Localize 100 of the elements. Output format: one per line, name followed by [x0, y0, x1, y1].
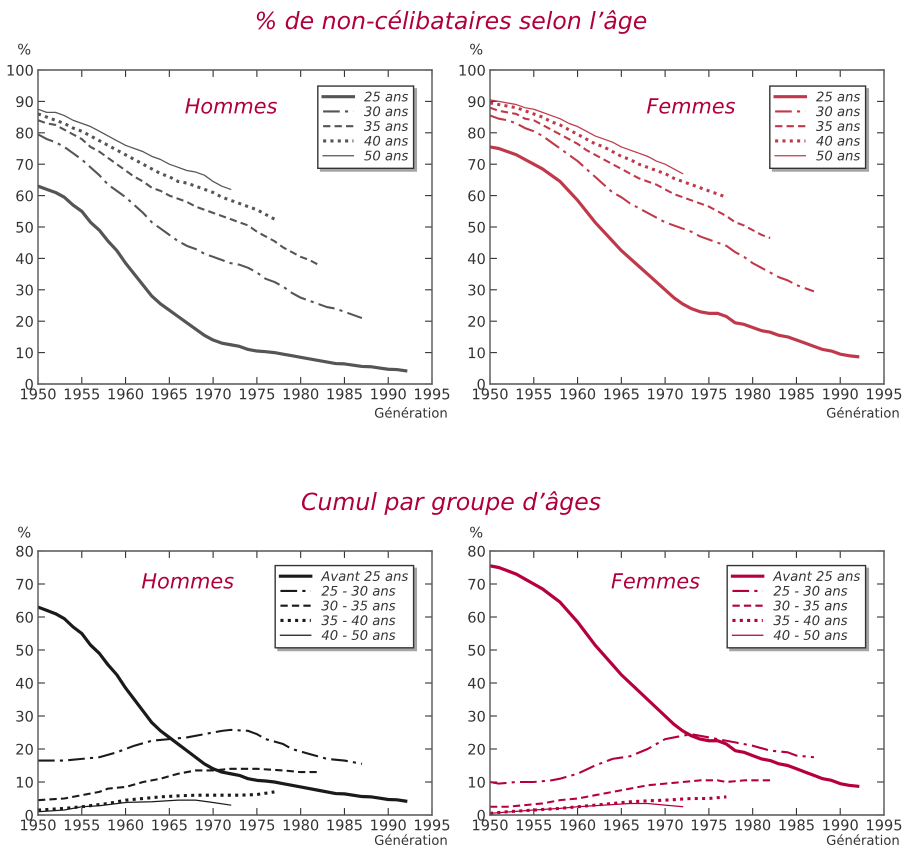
legend-label: Avant 25 ans	[320, 571, 408, 582]
annotation: Hommes	[185, 98, 277, 114]
y-tick-label: 60	[468, 190, 485, 202]
x-tick-label: 1975	[240, 388, 274, 400]
legend-label: Avant 25 ans	[772, 571, 860, 582]
legend-label: 25 - 30 ans	[321, 586, 396, 596]
line-series	[490, 779, 772, 808]
y-tick-label: 30	[468, 710, 485, 722]
annotation: Femmes	[646, 98, 736, 114]
x-tick-label: 1990	[371, 388, 406, 400]
y-tick-label: 0	[26, 810, 33, 821]
y-tick-label: 20	[16, 316, 33, 327]
x-tick-label: 1960	[560, 819, 596, 830]
x-tick-label: 1985	[779, 819, 814, 830]
legend-label: 35 - 40 ans	[321, 615, 396, 626]
x-tick-label: 1980	[284, 388, 318, 400]
legend-label: 50 ans	[364, 150, 408, 161]
y-tick-label: 20	[468, 316, 485, 327]
x-tick-label: 1990	[823, 819, 858, 830]
y-tick-label: 50	[468, 222, 485, 233]
y-tick-label: 90	[16, 96, 33, 108]
y-tick-label: 40	[16, 678, 33, 689]
legend-label: 35 ans	[816, 121, 860, 132]
legend-label: 40 ans	[364, 136, 408, 146]
legend-label: 40 - 50 ans	[322, 630, 396, 640]
legend-label: 35 ans	[364, 121, 408, 132]
x-tick-label: 1950	[21, 388, 56, 400]
x-tick-label: 1955	[516, 388, 552, 400]
y-tick-label: 70	[16, 578, 33, 590]
x-tick-label: 1980	[736, 388, 770, 400]
legend-label: 25 - 30 ans	[773, 586, 848, 596]
y-tick-label: 40	[16, 253, 33, 264]
y-tick-label: 100	[460, 64, 485, 76]
x-tick-label: 1950	[21, 819, 56, 830]
y-tick-label: 80	[468, 128, 485, 139]
y-tick-label: 40	[468, 253, 485, 264]
x-axis-title: Génération	[374, 834, 447, 846]
x-tick-label: 1995	[867, 388, 902, 400]
y-tick-label: 10	[16, 347, 33, 358]
x-tick-label: 1975	[240, 819, 274, 830]
x-tick-label: 1970	[196, 819, 231, 830]
y-tick-label: 80	[16, 546, 33, 557]
x-tick-label: 1965	[152, 819, 187, 830]
y-tick-label: 0	[26, 378, 33, 390]
y-tick-label: 30	[16, 284, 33, 296]
legend-label: 30 ans	[816, 106, 860, 116]
x-tick-label: 1985	[327, 819, 362, 830]
y-tick-label: 0	[478, 810, 485, 821]
x-tick-label: 1965	[152, 388, 187, 400]
y-tick-label: 70	[16, 158, 33, 170]
x-tick-label: 1995	[415, 388, 450, 400]
line-series	[490, 145, 860, 358]
y-axis-title: %	[18, 526, 30, 538]
x-tick-label: 1985	[327, 388, 362, 400]
legend-label: 35 - 40 ans	[773, 615, 848, 626]
y-tick-label: 10	[16, 776, 33, 788]
y-axis-title: %	[470, 526, 482, 538]
x-tick-label: 1995	[415, 819, 450, 830]
line-series	[490, 114, 815, 292]
x-tick-label: 1950	[473, 819, 508, 830]
y-axis-title: %	[18, 44, 30, 55]
x-tick-label: 1960	[560, 388, 596, 400]
y-tick-label: 30	[16, 710, 33, 722]
y-tick-label: 70	[468, 158, 485, 170]
x-tick-label: 1985	[779, 388, 814, 400]
x-tick-label: 1955	[64, 819, 100, 830]
x-tick-label: 1975	[692, 819, 726, 830]
x-tick-label: 1965	[604, 819, 639, 830]
y-tick-label: 50	[16, 644, 33, 656]
x-tick-label: 1950	[473, 388, 508, 400]
legend-label: 50 ans	[816, 150, 860, 161]
x-axis-title: Génération	[826, 834, 899, 846]
y-tick-label: 50	[16, 222, 33, 233]
legend-label: 40 - 50 ans	[774, 630, 848, 640]
y-tick-label: 50	[468, 644, 485, 656]
x-axis-title: Génération	[374, 407, 447, 418]
y-tick-label: 80	[16, 128, 33, 139]
chart-title: % de non-célibataires selon l’âge	[256, 10, 646, 34]
x-tick-label: 1975	[692, 388, 726, 400]
y-tick-label: 60	[16, 190, 33, 202]
y-tick-label: 80	[468, 546, 485, 557]
x-tick-label: 1970	[648, 388, 683, 400]
legend-label: 30 - 35 ans	[321, 600, 396, 611]
y-tick-label: 40	[468, 678, 485, 689]
y-tick-label: 10	[468, 347, 485, 358]
y-axis-title: %	[470, 44, 482, 55]
annotation: Hommes	[142, 573, 234, 589]
x-tick-label: 1955	[516, 819, 552, 830]
y-tick-label: 30	[468, 284, 485, 296]
x-axis-title: Génération	[826, 407, 899, 418]
y-tick-label: 100	[8, 64, 33, 76]
x-tick-label: 1990	[823, 388, 858, 400]
x-tick-label: 1960	[108, 388, 144, 400]
x-tick-label: 1960	[108, 819, 144, 830]
x-tick-label: 1990	[371, 819, 406, 830]
legend-label: 25 ans	[816, 92, 860, 102]
x-tick-label: 1965	[604, 388, 639, 400]
y-tick-label: 70	[468, 578, 485, 590]
y-tick-label: 20	[468, 744, 485, 755]
legend-label: 40 ans	[816, 136, 860, 146]
